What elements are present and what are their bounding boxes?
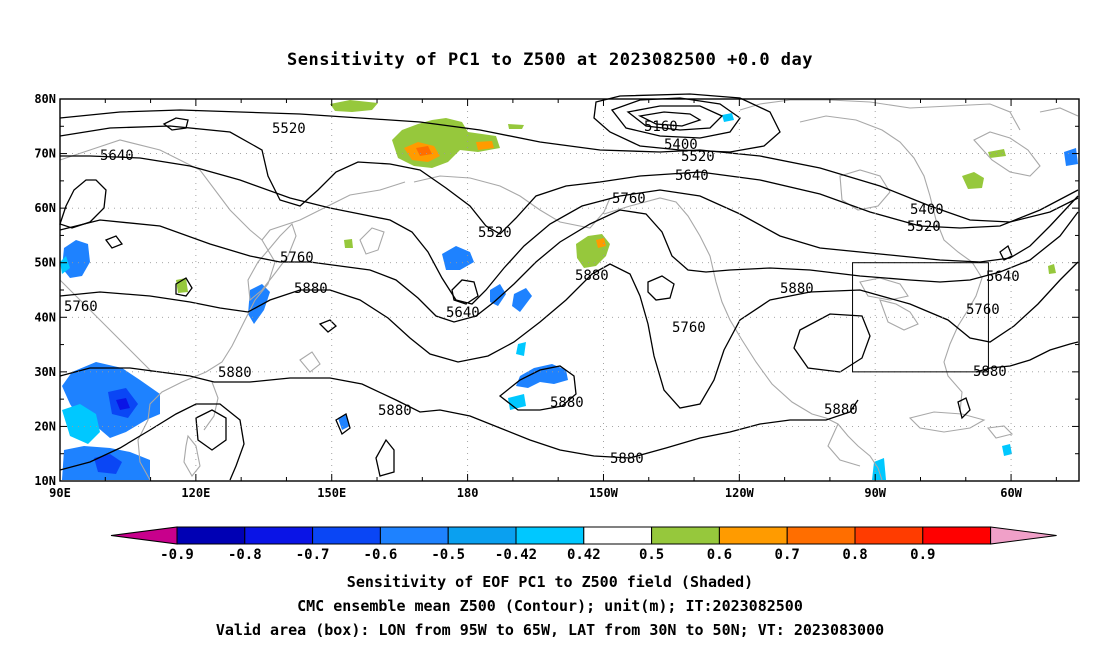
colorbar-label: -0.5 xyxy=(431,547,465,563)
contour-label: 5640 xyxy=(446,305,480,321)
colorbar-swatch xyxy=(583,526,653,545)
lat-tick-label: 80N xyxy=(34,92,56,106)
colorbar: -0.9 -0.8 -0.7 -0.6 -0.5 -0.42 0.42 0.5 0.6 0.7 0.… xyxy=(110,526,1057,563)
colorbar-swatch xyxy=(244,526,314,545)
contour-label: 5880 xyxy=(550,395,584,411)
latitude-labels: 80N 70N 60N 50N 40N 30N 20N 10N xyxy=(34,92,56,488)
colorbar-swatch xyxy=(379,526,449,545)
lon-tick-label: 120W xyxy=(725,486,755,500)
z500-contours xyxy=(59,93,1079,481)
axis-ticks xyxy=(59,98,1079,482)
caption-contour: CMC ensemble mean Z500 (Contour); unit(m… xyxy=(297,597,803,615)
lon-tick-label: 150E xyxy=(317,486,346,500)
contour-label: 5520 xyxy=(478,225,512,241)
caption-valid-area: Valid area (box): LON from 95W to 65W, L… xyxy=(215,621,885,639)
colorbar-label: 0.42 xyxy=(567,547,601,563)
map-title: Sensitivity of PC1 to Z500 at 2023082500… xyxy=(286,50,813,70)
contour-label: 5880 xyxy=(378,403,412,419)
colorbar-swatch xyxy=(515,526,585,545)
colorbar-label: 0.6 xyxy=(707,547,732,563)
colorbar-label: -0.8 xyxy=(228,547,262,563)
coastlines xyxy=(59,99,1079,481)
colorbar-swatch xyxy=(651,526,720,545)
colorbar-swatch xyxy=(312,526,381,545)
sensitivity-shading xyxy=(60,100,1078,480)
colorbar-high-extend xyxy=(990,526,1057,545)
lat-lon-grid xyxy=(60,99,1079,481)
contour-label: 5880 xyxy=(294,281,328,297)
contour-label: 5400 xyxy=(664,137,698,153)
contour-label: 5880 xyxy=(218,365,252,381)
colorbar-label: -0.42 xyxy=(495,547,537,563)
colorbar-swatch xyxy=(922,526,992,545)
map-frame xyxy=(59,98,1080,482)
colorbar-swatch xyxy=(447,526,517,545)
caption-shading: Sensitivity of EOF PC1 to Z500 field (Sh… xyxy=(346,573,754,591)
contour-label: 5640 xyxy=(675,168,709,184)
contour-label: 5160 xyxy=(644,119,678,135)
lon-tick-label: 150W xyxy=(589,486,619,500)
colorbar-swatch xyxy=(718,526,788,545)
lon-tick-label: 180 xyxy=(457,486,479,500)
longitude-labels: 90E 120E 150E 180 150W 120W 90W 60W xyxy=(49,486,1023,500)
contour-label: 5640 xyxy=(986,269,1020,285)
lat-tick-label: 60N xyxy=(34,201,56,215)
contour-label: 5640 xyxy=(100,148,134,164)
contour-label: 5760 xyxy=(612,191,646,207)
contour-label: 5520 xyxy=(272,121,306,137)
contour-label: 5880 xyxy=(575,268,609,284)
lat-tick-label: 20N xyxy=(34,419,56,433)
colorbar-label: 0.5 xyxy=(639,547,664,563)
contour-label: 5880 xyxy=(824,402,858,418)
contour-labels: 5520 5640 5160 5400 5520 5640 5760 5520 … xyxy=(64,119,1020,467)
colorbar-label: -0.7 xyxy=(296,547,330,563)
contour-label: 5520 xyxy=(907,219,941,235)
valid-area-box xyxy=(852,262,989,373)
lon-tick-label: 120E xyxy=(181,486,210,500)
contour-label: 5400 xyxy=(910,202,944,218)
colorbar-label: 0.9 xyxy=(910,547,935,563)
contour-label: 5520 xyxy=(681,149,715,165)
lon-tick-label: 90W xyxy=(864,486,886,500)
contour-label: 5760 xyxy=(672,320,706,336)
contour-label: 5880 xyxy=(610,451,644,467)
contour-label: 5760 xyxy=(966,302,1000,318)
lat-tick-label: 50N xyxy=(34,256,56,270)
lat-tick-label: 70N xyxy=(34,147,56,161)
colorbar-label: 0.8 xyxy=(842,547,867,563)
colorbar-swatch xyxy=(176,526,246,545)
colorbar-label: 0.7 xyxy=(775,547,800,563)
colorbar-low-extend xyxy=(110,526,178,545)
colorbar-label: -0.9 xyxy=(160,547,194,563)
colorbar-swatch xyxy=(854,526,924,545)
contour-label: 5880 xyxy=(973,364,1007,380)
lat-tick-label: 10N xyxy=(34,474,56,488)
contour-label: 5760 xyxy=(280,250,314,266)
lat-tick-label: 30N xyxy=(34,365,56,379)
contour-label: 5880 xyxy=(780,281,814,297)
colorbar-label: -0.6 xyxy=(364,547,398,563)
lon-tick-label: 60W xyxy=(1000,486,1022,500)
lat-tick-label: 40N xyxy=(34,310,56,324)
contour-label: 5760 xyxy=(64,299,98,315)
lon-tick-label: 90E xyxy=(49,486,71,500)
colorbar-swatch xyxy=(786,526,856,545)
